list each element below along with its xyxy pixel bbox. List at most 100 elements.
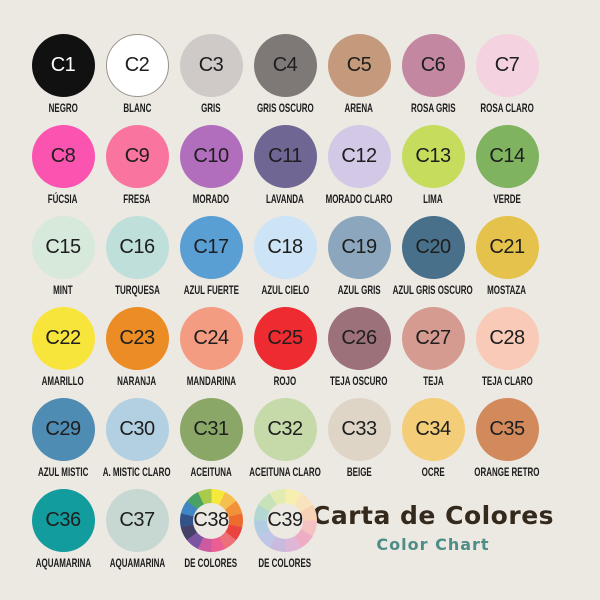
swatch-name: ROSA CLARO [480, 102, 534, 116]
swatch-code: C2 [124, 54, 150, 76]
swatch-code: C31 [193, 418, 229, 440]
swatch-name: AMARILLO [41, 375, 85, 389]
swatch-name: ORANGE RETRO [474, 466, 540, 480]
swatch-name: OCRE [421, 466, 445, 480]
swatch-circle: C26 [327, 307, 391, 370]
swatch-name: AZUL GRIS [337, 284, 381, 298]
swatch-name: LAVANDA [266, 193, 304, 207]
swatch-code: C36 [45, 509, 81, 531]
swatch-name: MOSTAZA [487, 284, 527, 298]
swatch-c16: C16 TURQUESA [100, 216, 174, 307]
swatch-code: C13 [415, 145, 451, 167]
swatch-name: AQUAMARINA [109, 557, 165, 571]
swatch-code: C33 [341, 418, 377, 440]
swatch-circle: C33 [327, 398, 391, 461]
swatch-circle: C7 [475, 34, 539, 97]
swatch-circle: C25 [253, 307, 317, 370]
swatch-code: C16 [119, 236, 155, 258]
swatch-c6: C6 ROSA GRIS [396, 34, 470, 125]
swatch-c11: C11 LAVANDA [248, 125, 322, 216]
swatch-c20: C20 AZUL GRIS OSCURO [392, 216, 474, 307]
swatch-c31: C31 ACEITUNA [174, 398, 248, 489]
swatch-name: GRIS OSCURO [256, 102, 314, 116]
swatch-circle: C3 [179, 34, 243, 97]
swatch-c14: C14 VERDE [470, 125, 544, 216]
swatch-code: C9 [124, 145, 150, 167]
swatch-c5: C5 ARENA [322, 34, 396, 125]
swatch-name: A. MISTIC CLARO [103, 466, 171, 480]
swatch-c24: C24 MANDARINA [174, 307, 248, 398]
swatch-code: C23 [119, 327, 155, 349]
swatch-name: ARENA [344, 102, 374, 116]
swatch-c26: C26 TEJA OSCURO [322, 307, 396, 398]
swatch-name: DE COLORES [184, 557, 238, 571]
swatch-c29: C29 AZUL MISTIC [26, 398, 100, 489]
swatch-circle: C16 [105, 216, 169, 279]
swatch-circle: C8 [31, 125, 95, 188]
swatch-c38: C38 DE COLORES [174, 489, 248, 580]
page-subtitle: Color Chart [376, 535, 490, 554]
swatch-name: AZUL CIELO [261, 284, 309, 298]
swatch-code: C21 [489, 236, 525, 258]
swatch-name: TEJA OSCURO [330, 375, 388, 389]
swatch-code: C1 [50, 54, 76, 76]
swatch-c35: C35 ORANGE RETRO [470, 398, 544, 489]
swatch-circle: C29 [31, 398, 95, 461]
swatch-circle: C5 [327, 34, 391, 97]
swatch-c23: C23 NARANJA [100, 307, 174, 398]
swatch-code: C24 [193, 327, 229, 349]
wheel-hole-icon [193, 502, 229, 539]
swatch-name: BLANC [123, 102, 151, 116]
swatch-c3: C3 GRIS [174, 34, 248, 125]
swatch-circle: C11 [253, 125, 317, 188]
swatch-circle: C14 [475, 125, 539, 188]
swatch-c28: C28 TEJA CLARO [470, 307, 544, 398]
swatch-circle: C4 [253, 34, 317, 97]
swatch-c36: C36 AQUAMARINA [26, 489, 100, 580]
swatch-code: C26 [341, 327, 377, 349]
swatch-circle: C17 [179, 216, 243, 279]
swatch-name: AZUL MISTIC [37, 466, 89, 480]
swatch-name: NARANJA [117, 375, 157, 389]
swatch-code: C37 [119, 509, 155, 531]
swatch-c19: C19 AZUL GRIS [322, 216, 396, 307]
swatch-c37: C37 AQUAMARINA [100, 489, 174, 580]
swatch-code: C39 [267, 509, 303, 531]
swatch-name: VERDE [493, 193, 521, 207]
swatch-code: C4 [272, 54, 298, 76]
swatch-code: C20 [415, 236, 451, 258]
swatch-c17: C17 AZUL FUERTE [174, 216, 248, 307]
wheel-hole-icon [267, 502, 303, 539]
swatch-circle: C37 [105, 489, 169, 552]
swatch-circle: C34 [401, 398, 465, 461]
swatch-c34: C34 OCRE [396, 398, 470, 489]
swatch-c18: C18 AZUL CIELO [248, 216, 322, 307]
swatch-circle: C2 [105, 34, 169, 97]
swatch-c10: C10 MORADO [174, 125, 248, 216]
swatch-name: LIMA [423, 193, 443, 207]
swatch-c33: C33 BEIGE [322, 398, 396, 489]
swatch-name: DE COLORES [258, 557, 312, 571]
swatch-c4: C4 GRIS OSCURO [248, 34, 322, 125]
swatch-name: FÚCSIA [48, 193, 78, 207]
swatch-name: MANDARINA [186, 375, 236, 389]
swatch-name: MORADO CLARO [325, 193, 393, 207]
swatch-c12: C12 MORADO CLARO [322, 125, 396, 216]
swatch-code: C25 [267, 327, 303, 349]
swatch-name: AZUL GRIS OSCURO [392, 284, 474, 298]
page-title: Carta de Colores [311, 501, 555, 530]
swatch-name: AZUL FUERTE [183, 284, 239, 298]
swatch-c7: C7 ROSA CLARO [470, 34, 544, 125]
swatch-c13: C13 LIMA [396, 125, 470, 216]
swatch-c39: C39 DE COLORES [248, 489, 322, 580]
swatch-circle: C39 [253, 489, 317, 552]
swatch-circle: C28 [475, 307, 539, 370]
swatch-name: NEGRO [48, 102, 78, 116]
swatch-circle: C22 [31, 307, 95, 370]
swatch-code: C17 [193, 236, 229, 258]
title-block: Carta de Colores Color Chart [312, 489, 554, 580]
swatch-circle: C30 [105, 398, 169, 461]
swatch-name: AQUAMARINA [35, 557, 91, 571]
swatch-name: MORADO [192, 193, 230, 207]
swatch-name: TURQUESA [114, 284, 160, 298]
